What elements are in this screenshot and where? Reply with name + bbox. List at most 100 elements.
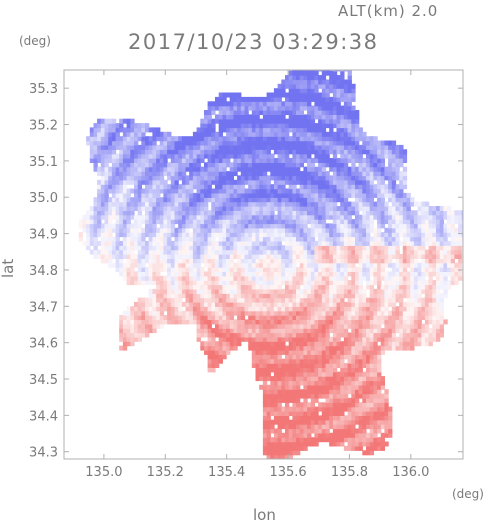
velocity-cell [277, 323, 282, 329]
velocity-cell [447, 245, 452, 251]
velocity-cell [174, 240, 179, 246]
velocity-cell [170, 206, 176, 211]
velocity-cell [237, 297, 242, 303]
velocity-cell [248, 249, 253, 255]
velocity-cell [424, 201, 430, 207]
velocity-cell [281, 371, 286, 377]
velocity-cell [170, 192, 176, 198]
velocity-cell [299, 192, 304, 198]
velocity-cell [310, 188, 316, 194]
velocity-cell [428, 284, 433, 290]
velocity-cell [218, 358, 223, 364]
velocity-cell [277, 454, 282, 459]
velocity-cell [362, 184, 367, 190]
velocity-cell [218, 175, 223, 181]
velocity-cell [273, 175, 279, 181]
velocity-cell [229, 192, 234, 198]
velocity-cell [207, 136, 212, 142]
velocity-cell [259, 197, 264, 203]
velocity-cell [369, 389, 374, 395]
velocity-cell [226, 306, 231, 312]
velocity-cell [163, 171, 168, 177]
velocity-cell [388, 341, 393, 347]
velocity-cell [240, 328, 246, 334]
velocity-cell [93, 223, 98, 229]
velocity-cell [262, 171, 268, 177]
velocity-cell [281, 223, 286, 229]
velocity-cell [211, 179, 216, 185]
velocity-cell [369, 271, 374, 277]
velocity-cell [259, 249, 264, 255]
velocity-cell [277, 227, 282, 233]
velocity-cell [266, 293, 271, 299]
velocity-cell [196, 227, 201, 233]
velocity-cell [277, 411, 282, 416]
velocity-cell [270, 271, 275, 277]
velocity-cell [421, 258, 426, 264]
velocity-cell [222, 258, 227, 264]
velocity-cell [406, 223, 411, 229]
velocity-cell [417, 336, 422, 342]
velocity-cell [233, 232, 238, 238]
velocity-cell [310, 437, 316, 443]
velocity-cell [229, 210, 234, 216]
velocity-cell [366, 240, 371, 246]
velocity-cell [285, 149, 290, 155]
velocity-cell [277, 136, 282, 142]
velocity-cell [218, 240, 223, 246]
velocity-cell [366, 363, 371, 368]
velocity-cell [285, 424, 290, 430]
velocity-cell [366, 171, 371, 177]
velocity-cell [108, 158, 113, 163]
velocity-cell [189, 192, 194, 198]
velocity-cell [369, 249, 374, 255]
velocity-cell [270, 450, 275, 456]
velocity-cell [163, 293, 168, 299]
velocity-cell [218, 354, 223, 360]
velocity-cell [340, 345, 345, 351]
velocity-cell [351, 345, 356, 351]
velocity-cell [93, 149, 98, 155]
velocity-cell [148, 166, 153, 172]
velocity-cell [248, 284, 253, 290]
velocity-cell [226, 332, 231, 338]
velocity-cell [292, 306, 297, 312]
velocity-cell [288, 323, 293, 329]
velocity-cell [399, 345, 404, 351]
velocity-cell [399, 219, 404, 225]
velocity-cell [233, 236, 238, 242]
velocity-cell [255, 310, 260, 316]
velocity-cell [119, 315, 124, 320]
velocity-cell [336, 175, 341, 181]
velocity-cell [288, 301, 293, 307]
velocity-cell [321, 323, 327, 329]
velocity-cell [296, 371, 301, 377]
velocity-cell [273, 389, 279, 395]
velocity-cell [167, 201, 172, 207]
velocity-cell [200, 197, 205, 203]
velocity-cell [388, 144, 393, 150]
velocity-cell [178, 315, 183, 320]
velocity-cell [428, 254, 433, 259]
velocity-cell [196, 158, 201, 163]
velocity-cell [244, 284, 249, 290]
velocity-cell [215, 201, 220, 207]
velocity-cell [178, 297, 183, 303]
velocity-cell [111, 236, 117, 242]
velocity-cell [292, 197, 297, 203]
velocity-cell [115, 232, 120, 238]
x-axis-label: lon [253, 506, 276, 524]
velocity-cell [443, 232, 448, 238]
velocity-cell [395, 288, 400, 294]
velocity-cell [380, 384, 385, 390]
velocity-cell [343, 136, 349, 142]
velocity-cell [391, 175, 397, 181]
velocity-cell [347, 288, 352, 294]
velocity-cell [181, 271, 187, 277]
velocity-cell [321, 144, 327, 150]
velocity-cell [285, 367, 290, 373]
velocity-cell [167, 258, 172, 264]
velocity-cell [270, 454, 275, 459]
velocity-cell [178, 140, 183, 146]
velocity-cell [399, 197, 404, 203]
